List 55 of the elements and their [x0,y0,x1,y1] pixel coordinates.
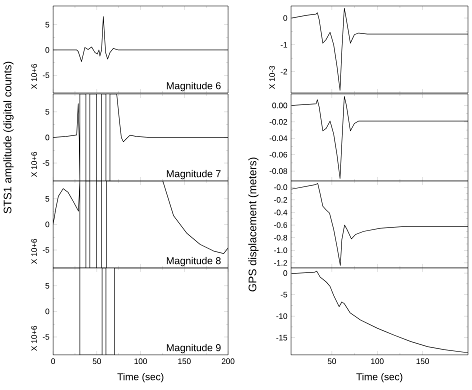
y-tick-label: 0 [283,15,288,21]
y-tick-label: -0.8 [274,234,288,241]
text: X 10-3 [269,66,275,90]
y-tick-label: -0.04 [270,135,288,142]
y-tick-label: -2 [280,68,288,74]
x-tick-label: 100 [371,358,384,364]
y-tick-label: 5 [45,283,50,289]
annotation: Magnitude 8 [166,256,221,266]
y-tick-label: -0.4 [274,210,288,216]
y-tick-label: 5 [45,109,50,115]
x-tick-label: 0 [51,358,56,364]
y-tick-label: -5 [42,334,50,340]
text: X 10+6 [31,64,37,90]
x-tick-label: 150 [178,358,191,364]
x-tick-label: 50 [328,358,336,364]
line-series [291,8,468,91]
y-tick-label: -0.06 [270,152,288,158]
y-tick-label: -0.08 [270,168,288,174]
x-tick-label: 150 [416,358,429,364]
text: X 10+6 [31,326,37,351]
x-axis-title: Time (sec) [356,373,402,382]
y-tick-label: -5 [42,160,50,166]
annotation: Magnitude 6 [166,82,221,92]
y-tick-label: 0 [45,222,50,228]
x-axis-title: Time (sec) [117,373,164,382]
text: X 10+6 [31,152,37,178]
y-tick-label: 0.00 [272,102,288,108]
annotation: Magnitude 7 [166,170,221,180]
x-tick-label: 50 [92,358,101,364]
x-tick-label: 100 [134,358,147,364]
y-tick-label: -0.0 [274,184,288,190]
y-tick-label: 0 [45,47,50,53]
y-tick-label: -5 [42,72,50,78]
y-tick-label: -0.02 [270,119,288,125]
line-series [291,183,468,266]
y-tick-label: -15 [276,334,288,341]
y-axis-title: GPS displacement (meters) [248,158,259,292]
y-axis-title: STS1 amplitude (digital counts) [3,62,14,214]
y-tick-label: -1.0 [274,247,288,254]
text: X 10+6 [31,238,37,264]
annotation: Magnitude 9 [166,344,221,354]
y-tick-label: -5 [280,292,288,298]
y-tick-label: -10 [276,313,288,320]
y-tick-label: 0 [283,270,288,276]
y-tick-label: -0.2 [274,197,288,203]
y-tick-label: -5 [42,247,50,253]
y-tick-label: 0 [45,308,50,314]
line-series [291,270,468,354]
y-tick-label: -1 [280,42,288,48]
y-tick-label: 0 [45,134,50,140]
y-tick-label: 5 [45,22,50,28]
x-tick-label: 200 [222,358,234,364]
y-tick-label: -0.6 [274,222,288,228]
y-tick-label: -1.2 [274,260,288,266]
y-tick-label: 5 [45,196,50,202]
